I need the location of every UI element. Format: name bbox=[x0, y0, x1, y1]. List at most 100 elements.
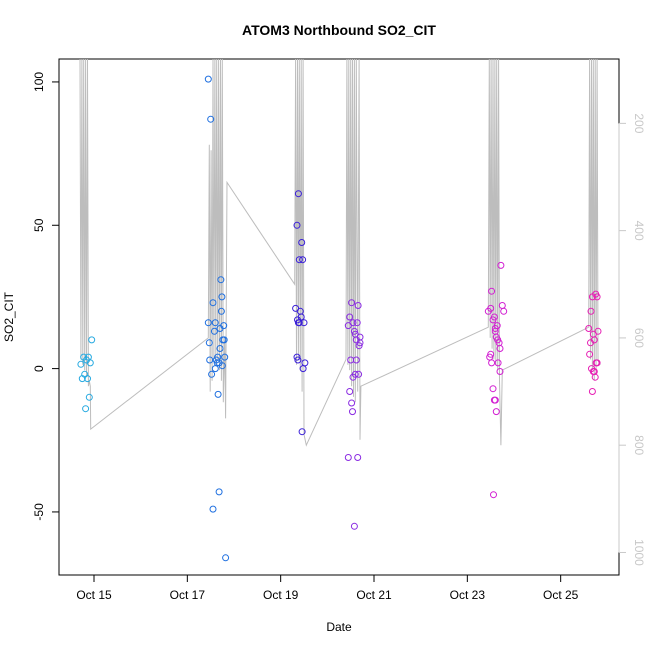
data-point bbox=[586, 350, 594, 358]
y-axis-label: SO2_CIT bbox=[2, 291, 16, 342]
y2-tick-label: 200 bbox=[632, 113, 646, 133]
data-point bbox=[205, 339, 213, 347]
data-point bbox=[77, 360, 85, 368]
data-point bbox=[293, 221, 301, 229]
x-tick-label: Oct 23 bbox=[450, 588, 486, 602]
data-point bbox=[352, 356, 360, 364]
x-tick-label: Oct 21 bbox=[356, 588, 392, 602]
x-tick-label: Oct 17 bbox=[170, 588, 206, 602]
data-point bbox=[344, 454, 352, 461]
data-point bbox=[208, 370, 216, 378]
data-point bbox=[496, 368, 504, 375]
data-point bbox=[210, 327, 218, 335]
data-point bbox=[349, 319, 357, 327]
data-point bbox=[294, 190, 302, 198]
x-tick-label: Oct 25 bbox=[543, 588, 579, 602]
data-point bbox=[496, 345, 504, 352]
data-point bbox=[85, 393, 93, 401]
data-point bbox=[349, 408, 356, 416]
data-point bbox=[211, 365, 219, 373]
data-point bbox=[346, 313, 354, 321]
data-point bbox=[354, 302, 362, 309]
data-point bbox=[209, 505, 217, 513]
data-point bbox=[82, 405, 90, 413]
data-point bbox=[86, 359, 94, 367]
data-point bbox=[353, 319, 361, 327]
data-points-layer bbox=[77, 75, 602, 562]
data-point bbox=[221, 353, 229, 361]
data-point bbox=[490, 491, 497, 499]
data-point bbox=[348, 399, 356, 407]
data-point bbox=[491, 327, 499, 335]
axes-layer: -50 0 50 100 Oct 15 Oct 17 Oct 19 Oct 21 Oct 23 O… bbox=[32, 72, 646, 602]
data-point bbox=[215, 488, 223, 496]
data-point bbox=[487, 304, 495, 312]
data-point bbox=[500, 307, 508, 315]
data-point bbox=[491, 396, 499, 404]
data-point bbox=[494, 359, 502, 367]
data-point bbox=[492, 408, 500, 416]
data-point bbox=[587, 339, 594, 347]
data-point bbox=[295, 256, 303, 264]
data-point bbox=[211, 319, 219, 327]
data-point bbox=[88, 336, 96, 344]
data-point bbox=[300, 319, 308, 327]
data-point bbox=[217, 276, 225, 284]
data-point bbox=[346, 388, 354, 395]
data-point bbox=[214, 390, 222, 398]
data-point bbox=[84, 375, 91, 383]
data-point bbox=[587, 307, 595, 315]
data-point bbox=[301, 359, 309, 367]
x-tick-label: Oct 19 bbox=[263, 588, 299, 602]
chart-title: ATOM3 Northbound SO2_CIT bbox=[242, 22, 436, 38]
data-point bbox=[350, 327, 358, 335]
y-tick-label: -50 bbox=[32, 503, 46, 521]
data-point bbox=[204, 75, 212, 83]
data-point bbox=[216, 345, 224, 352]
data-point bbox=[204, 319, 212, 327]
pressure-trace-layer bbox=[79, 58, 601, 447]
data-point bbox=[218, 362, 226, 370]
data-point bbox=[488, 359, 496, 367]
data-point bbox=[295, 319, 303, 327]
data-point bbox=[585, 325, 593, 332]
data-point bbox=[294, 356, 302, 364]
y-tick-label: 50 bbox=[32, 218, 46, 232]
data-point bbox=[220, 336, 228, 344]
data-point bbox=[497, 261, 505, 269]
data-point bbox=[299, 365, 307, 373]
data-point bbox=[293, 353, 301, 361]
data-point bbox=[209, 299, 217, 307]
data-point bbox=[498, 302, 506, 309]
data-point bbox=[298, 239, 306, 246]
data-point bbox=[348, 299, 356, 307]
data-point bbox=[489, 385, 497, 393]
data-point bbox=[594, 327, 602, 335]
y-tick-label: 100 bbox=[32, 72, 46, 92]
data-point bbox=[217, 307, 225, 315]
data-point bbox=[490, 313, 498, 321]
plot-frame bbox=[58, 58, 620, 576]
x-axis-label: Date bbox=[326, 620, 352, 634]
y2-tick-label: 1000 bbox=[632, 539, 646, 566]
data-point bbox=[299, 256, 307, 264]
data-point bbox=[355, 342, 363, 350]
y2-tick-label: 400 bbox=[632, 221, 646, 241]
data-point bbox=[220, 322, 228, 330]
pressure-trace-line bbox=[79, 58, 601, 447]
data-point bbox=[588, 388, 596, 395]
data-point bbox=[593, 359, 601, 367]
data-point bbox=[351, 370, 359, 378]
data-point bbox=[486, 353, 494, 361]
x-tick-label: Oct 15 bbox=[76, 588, 112, 602]
data-point bbox=[298, 428, 306, 436]
data-point bbox=[206, 356, 214, 364]
data-point bbox=[356, 339, 364, 347]
data-point bbox=[218, 293, 226, 301]
data-point bbox=[590, 368, 598, 375]
data-point bbox=[222, 554, 230, 562]
data-point bbox=[354, 454, 362, 461]
data-point bbox=[207, 115, 215, 123]
data-point bbox=[350, 522, 358, 530]
